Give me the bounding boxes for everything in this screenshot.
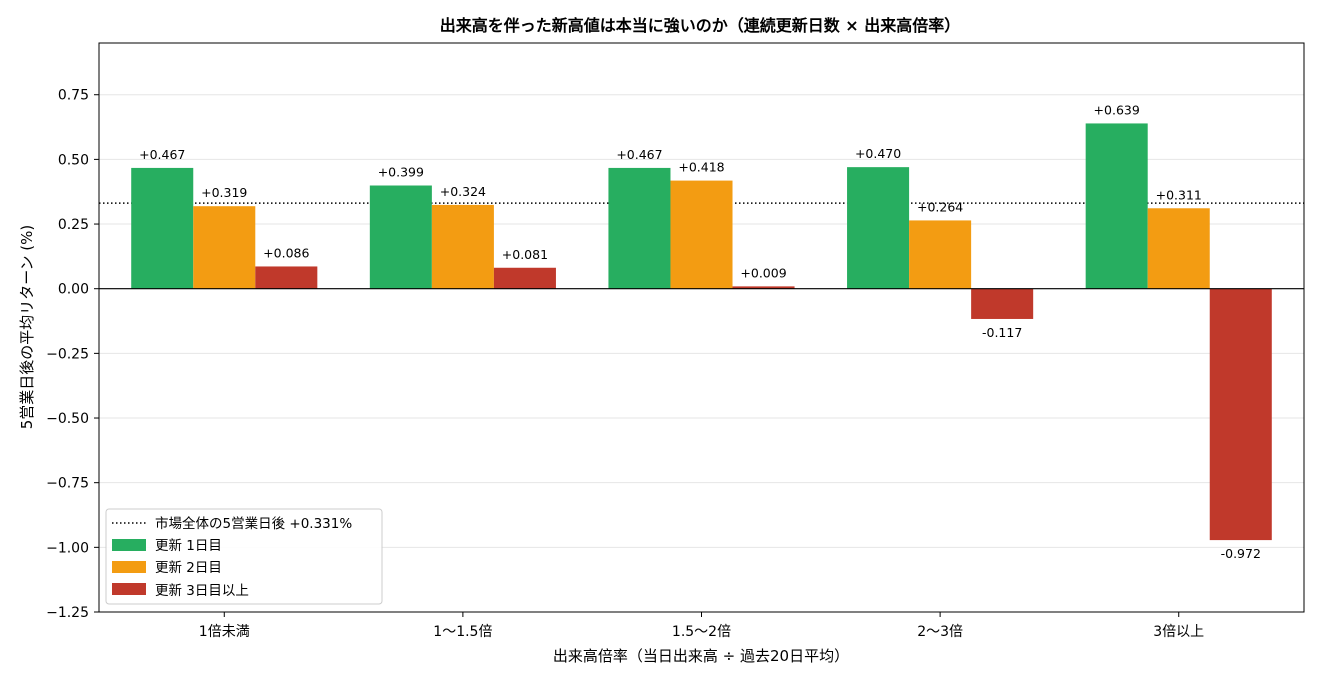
data-label: +0.470 bbox=[855, 146, 901, 161]
chart-title: 出来高を伴った新高値は本当に強いのか（連続更新日数 × 出来高倍率） bbox=[440, 16, 961, 35]
data-label: +0.264 bbox=[917, 199, 963, 214]
bar-3 bbox=[971, 288, 1034, 319]
legend-label-day1: 更新 1日目 bbox=[155, 538, 222, 554]
legend-swatch-day1 bbox=[112, 539, 146, 551]
y-tick-label: −0.25 bbox=[46, 346, 89, 362]
bar-3 bbox=[493, 267, 556, 289]
bar-3 bbox=[255, 266, 318, 289]
bar-2 bbox=[1147, 208, 1210, 289]
data-label: +0.086 bbox=[263, 245, 309, 260]
legend: 市場全体の5営業日後 +0.331% 更新 1日目 更新 2日目 更新 3日目以… bbox=[105, 508, 383, 605]
y-axis-label: 5営業日後の平均リターン (%) bbox=[18, 225, 36, 430]
bar-2 bbox=[431, 204, 494, 289]
y-tick-label: 0.75 bbox=[58, 88, 89, 104]
bar-3 bbox=[1209, 288, 1272, 541]
data-label: +0.319 bbox=[201, 185, 247, 200]
y-tick-label: −0.50 bbox=[46, 411, 89, 427]
data-label: +0.467 bbox=[139, 147, 185, 162]
data-label: -0.117 bbox=[982, 325, 1022, 340]
data-label: +0.009 bbox=[740, 265, 786, 280]
data-label: +0.467 bbox=[616, 147, 662, 162]
y-tick-label: −0.75 bbox=[46, 476, 89, 492]
bar-3 bbox=[732, 286, 795, 289]
y-tick-label: −1.00 bbox=[46, 540, 89, 556]
x-tick-label: 2〜3倍 bbox=[917, 624, 963, 640]
legend-box bbox=[105, 508, 383, 605]
y-tick-label: 0.50 bbox=[58, 152, 89, 168]
bars bbox=[131, 123, 1272, 541]
legend-ref-label: 市場全体の5営業日後 +0.331% bbox=[155, 515, 352, 532]
y-axis: 0.75 0.50 0.25 0.00 −0.25 −0.50 −0.75 −1.00 −1.2… bbox=[46, 88, 99, 621]
x-tick-label: 3倍以上 bbox=[1153, 624, 1204, 640]
data-labels: +0.467 +0.319 +0.086 +0.399 +0.324 +0.081 +0.4… bbox=[139, 102, 1261, 561]
data-label: -0.972 bbox=[1221, 546, 1261, 561]
y-tick-label: −1.25 bbox=[46, 605, 89, 621]
x-tick-label: 1.5〜2倍 bbox=[672, 624, 731, 640]
data-label: +0.399 bbox=[378, 165, 424, 180]
x-tick-label: 1倍未満 bbox=[199, 624, 250, 640]
bar-1 bbox=[1085, 123, 1148, 289]
x-tick-label: 1〜1.5倍 bbox=[433, 624, 492, 640]
legend-swatch-day3 bbox=[112, 583, 146, 595]
legend-label-day3: 更新 3日目以上 bbox=[155, 583, 249, 599]
data-label: +0.311 bbox=[1156, 187, 1202, 202]
bar-1 bbox=[369, 185, 432, 289]
y-tick-label: 0.00 bbox=[58, 282, 89, 298]
bar-1 bbox=[847, 167, 910, 289]
y-tick-label: 0.25 bbox=[58, 217, 89, 233]
data-label: +0.418 bbox=[678, 160, 724, 175]
data-label: +0.324 bbox=[440, 184, 486, 199]
bar-2 bbox=[193, 206, 256, 289]
data-label: +0.081 bbox=[502, 247, 548, 262]
legend-label-day2: 更新 2日目 bbox=[155, 560, 222, 576]
data-label: +0.639 bbox=[1094, 102, 1140, 117]
bar-1 bbox=[608, 167, 671, 289]
x-axis: 1倍未満 1〜1.5倍 1.5〜2倍 2〜3倍 3倍以上 bbox=[199, 612, 1204, 640]
legend-swatch-day2 bbox=[112, 561, 146, 573]
bar-1 bbox=[131, 167, 194, 289]
x-axis-label: 出来高倍率（当日出来高 ÷ 過去20日平均） bbox=[553, 647, 849, 665]
bar-2 bbox=[670, 180, 733, 289]
bar-2 bbox=[909, 220, 972, 289]
